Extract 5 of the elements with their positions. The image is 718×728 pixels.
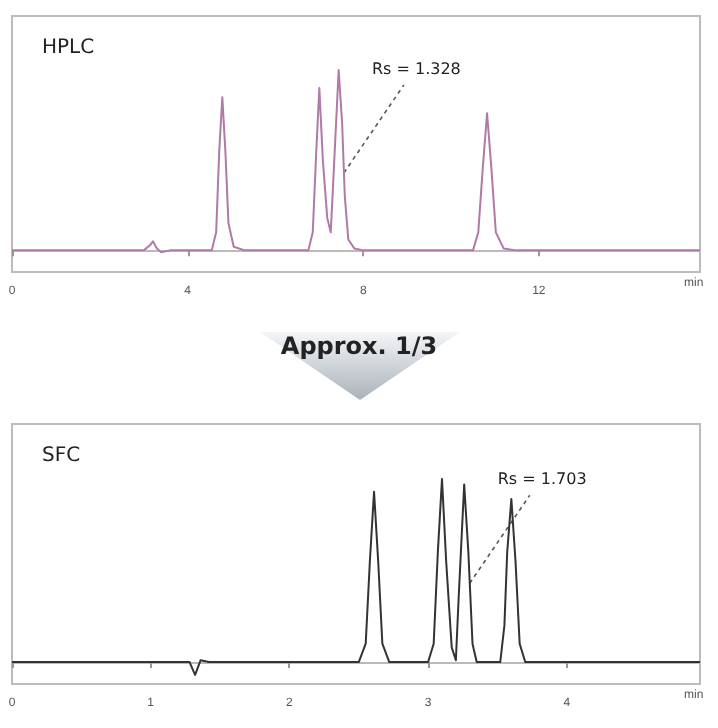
text: Approx. 1/3 <box>278 332 440 360</box>
chart-title: SFC <box>42 445 81 467</box>
annotation: Rs = 1.703 <box>497 470 587 489</box>
annotation: Rs = 1.328 <box>371 59 461 78</box>
chart-title: HPLC <box>42 37 95 59</box>
